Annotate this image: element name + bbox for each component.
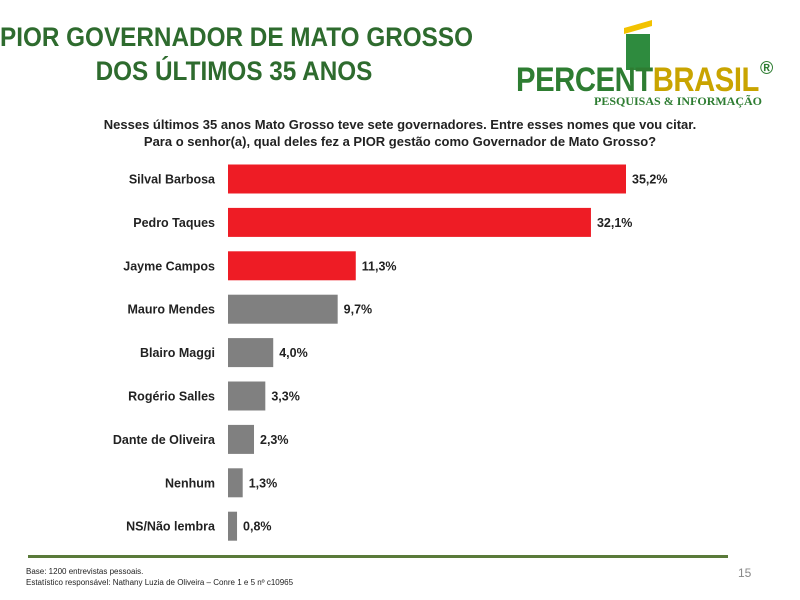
footer-divider: [28, 555, 728, 558]
title-line-2: DOS ÚLTIMOS 35 ANOS: [95, 56, 373, 86]
category-label: Jayme Campos: [123, 259, 215, 273]
bar: [228, 424, 255, 454]
footer-notes: Base: 1200 entrevistas pessoais. Estatís…: [26, 566, 293, 588]
title-line-1: PIOR GOVERNADOR DE MATO GROSSO: [0, 22, 474, 52]
category-label: Rogério Salles: [128, 390, 215, 404]
data-label: 32,1%: [597, 216, 632, 230]
category-label: Mauro Mendes: [127, 303, 215, 317]
page-title: PIOR GOVERNADOR DE MATO GROSSO DOS ÚLTIM…: [0, 20, 474, 88]
data-label: 9,7%: [344, 303, 373, 317]
data-label: 0,8%: [243, 520, 272, 534]
bar: [228, 511, 238, 541]
logo-flag-icon: [624, 20, 652, 70]
footer-base: Base: 1200 entrevistas pessoais.: [26, 567, 144, 576]
bar: [228, 381, 266, 411]
data-label: 35,2%: [632, 173, 667, 187]
category-label: Blairo Maggi: [140, 346, 215, 360]
bar: [228, 338, 274, 368]
bar-chart: Silval Barbosa 35,2% Pedro Taques 32,1% Jaym…: [113, 164, 667, 541]
survey-question: Nesses últimos 35 anos Mato Grosso teve …: [100, 116, 700, 150]
data-label: 4,0%: [279, 346, 308, 360]
bar: [228, 207, 591, 237]
bar: [228, 164, 626, 194]
category-label: Dante de Oliveira: [113, 433, 216, 447]
logo-wordmark: PERCENTBRASIL: [516, 62, 759, 98]
category-label: Nenhum: [165, 476, 215, 490]
category-label: Pedro Taques: [133, 216, 215, 230]
page-number: 15: [738, 566, 752, 580]
logo-word-brasil: BRASIL: [652, 61, 760, 99]
bar: [228, 468, 243, 498]
bar: [228, 251, 356, 281]
data-label: 11,3%: [362, 259, 397, 273]
percentbrasil-logo: PERCENTBRASIL ® PESQUISAS & INFORMAÇÃO: [508, 18, 780, 110]
logo-word-percent: PERCENT: [516, 61, 653, 99]
category-label: Silval Barbosa: [129, 173, 216, 187]
bar: [228, 294, 338, 324]
category-label: NS/Não lembra: [126, 520, 216, 534]
logo-tagline: PESQUISAS & INFORMAÇÃO: [594, 94, 763, 108]
question-line-1: Nesses últimos 35 anos Mato Grosso teve …: [103, 117, 697, 132]
registered-mark: ®: [760, 58, 774, 78]
data-label: 3,3%: [271, 390, 300, 404]
footer-statistician: Estatístico responsável: Nathany Luzia d…: [26, 578, 294, 587]
question-line-2: Para o senhor(a), qual deles fez a PIOR …: [143, 134, 657, 149]
data-label: 1,3%: [249, 476, 277, 490]
data-label: 2,3%: [260, 433, 289, 447]
